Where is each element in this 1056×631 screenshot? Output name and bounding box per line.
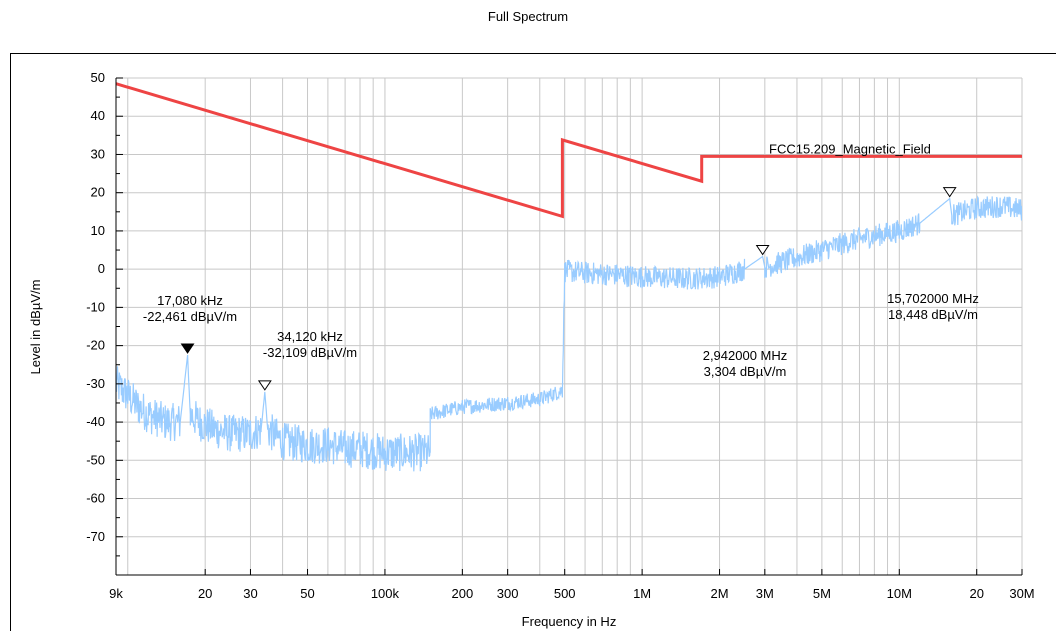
- y-tick-label: -20: [86, 338, 105, 353]
- y-tick-label: -40: [86, 414, 105, 429]
- limit-line: [116, 82, 1022, 219]
- x-tick-label: 30: [243, 586, 257, 601]
- y-tick-label: 30: [91, 146, 105, 161]
- x-tick-label: 300: [497, 586, 519, 601]
- chart-frame: [10, 53, 1056, 631]
- x-tick-label: 20: [198, 586, 212, 601]
- plot-area: [116, 78, 1022, 575]
- y-tick-label: -10: [86, 299, 105, 314]
- marker-level-label: -32,109 dBµV/m: [263, 345, 357, 360]
- grid: [115, 77, 1023, 576]
- x-axis-title: Frequency in Hz: [522, 614, 617, 629]
- y-tick-label: -60: [86, 491, 105, 506]
- marker-frequency-label: 34,120 kHz: [277, 329, 343, 344]
- x-tick-label: 50: [300, 586, 314, 601]
- x-tick-label: 20: [969, 586, 983, 601]
- marker-level-label: -22,461 dBµV/m: [143, 309, 237, 324]
- x-tick-label: 5M: [813, 586, 831, 601]
- y-tick-label: -50: [86, 452, 105, 467]
- marker-triangle: [257, 380, 272, 391]
- marker-level-label: 18,448 dBµV/m: [888, 307, 978, 322]
- y-tick-label: 50: [91, 70, 105, 85]
- measured-trace: [116, 195, 1022, 472]
- marker-triangle: [180, 343, 195, 354]
- y-tick-label: -30: [86, 376, 105, 391]
- marker-level-label: 3,304 dBµV/m: [704, 364, 787, 379]
- marker-frequency-label: 17,080 kHz: [157, 293, 223, 308]
- x-tick-label: 1M: [633, 586, 651, 601]
- marker-frequency-label: 15,702000 MHz: [887, 291, 979, 306]
- series-label-limit: FCC15.209_Magnetic_Field: [769, 141, 931, 156]
- y-tick-label: 20: [91, 185, 105, 200]
- marker-frequency-label: 2,942000 MHz: [703, 348, 788, 363]
- x-tick-label: 200: [452, 586, 474, 601]
- x-tick-label: 100k: [371, 586, 400, 601]
- y-tick-label: 40: [91, 108, 105, 123]
- marker-layer: 17,080 kHz-22,461 dBµV/m 34,120 kHz-32,10…: [143, 187, 979, 391]
- x-tick-label: 500: [554, 586, 576, 601]
- series-layer: [116, 82, 1022, 472]
- x-tick-label: 10M: [887, 586, 912, 601]
- chart-title: Full Spectrum: [487, 9, 569, 24]
- x-tick-label: 30M: [1009, 586, 1034, 601]
- x-tick-label: 2M: [711, 586, 729, 601]
- x-tick-label: 9k: [109, 586, 123, 601]
- y-tick-label: -70: [86, 529, 105, 544]
- y-tick-label: 0: [98, 261, 105, 276]
- x-tick-label: 3M: [756, 586, 774, 601]
- y-tick-label: 10: [91, 223, 105, 238]
- marker-triangle: [755, 245, 770, 256]
- marker-triangle: [942, 187, 957, 198]
- axes: 50 40 30 20 10 0 -10 -20 -30 -40 -50 -60 -70 9k 20 30 50…: [86, 70, 1034, 601]
- y-axis-title: Level in dBµV/m: [28, 280, 43, 375]
